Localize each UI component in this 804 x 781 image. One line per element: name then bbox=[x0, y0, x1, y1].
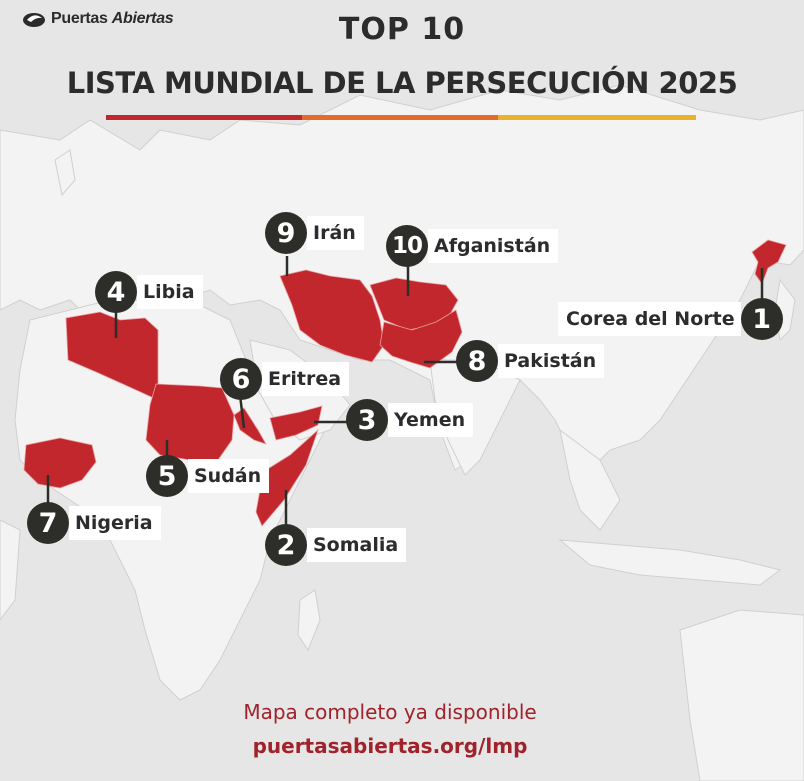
country-label: Libia bbox=[137, 275, 203, 309]
land-southeast-asia bbox=[559, 428, 621, 531]
title-bar-red bbox=[106, 115, 302, 120]
land-australia bbox=[679, 609, 804, 781]
rank-badge: 7 bbox=[27, 502, 69, 544]
land-indonesia bbox=[558, 539, 782, 586]
rank-badge: 4 bbox=[95, 271, 137, 313]
country-label: Sudán bbox=[188, 459, 270, 493]
country-label: Eritrea bbox=[262, 362, 350, 396]
rank-badge: 8 bbox=[456, 340, 498, 382]
rank-badge: 6 bbox=[220, 358, 262, 400]
marker-afghanistan: 10 Afganistán bbox=[386, 225, 559, 267]
country-label: Corea del Norte bbox=[558, 302, 741, 336]
land-americas-edge bbox=[0, 519, 21, 621]
land-africa bbox=[14, 299, 331, 701]
marker-somalia: 2 Somalia bbox=[265, 524, 407, 566]
title-bar-yellow bbox=[498, 115, 696, 120]
country-shape-pakistan bbox=[379, 309, 463, 369]
page-title: LISTA MUNDIAL DE LA PERSECUCIÓN 2025 bbox=[66, 66, 738, 100]
country-shape-somalia bbox=[255, 428, 319, 527]
marker-pakistan: 8 Pakistán bbox=[456, 340, 605, 382]
footer-caption: Mapa completo ya disponible bbox=[243, 700, 537, 724]
title-bar-orange bbox=[302, 115, 498, 120]
marker-nigeria: 7 Nigeria bbox=[27, 502, 161, 544]
marker-iran: 9 Irán bbox=[265, 212, 364, 254]
rank-badge: 2 bbox=[265, 524, 307, 566]
marker-yemen: 3 Yemen bbox=[346, 399, 474, 441]
country-label: Afganistán bbox=[428, 229, 559, 263]
rank-badge: 3 bbox=[346, 399, 388, 441]
country-label: Nigeria bbox=[69, 506, 161, 540]
marker-eritrea: 6 Eritrea bbox=[220, 358, 350, 400]
brand-name: Puertas Abiertas bbox=[51, 10, 174, 27]
dove-icon bbox=[23, 13, 45, 27]
country-shape-nigeria bbox=[23, 437, 97, 489]
leader-line-eritrea bbox=[238, 394, 246, 429]
rank-badge: 9 bbox=[265, 212, 307, 254]
country-label: Yemen bbox=[388, 403, 474, 437]
country-shape-north-korea bbox=[751, 239, 787, 285]
header-top: TOP 10 bbox=[338, 12, 466, 47]
rank-badge: 5 bbox=[146, 455, 188, 497]
country-label: Irán bbox=[307, 216, 364, 250]
marker-libya: 4 Libia bbox=[95, 271, 203, 313]
marker-sudan: 5 Sudán bbox=[146, 455, 270, 497]
land-britain bbox=[54, 149, 76, 197]
country-label: Pakistán bbox=[498, 344, 605, 378]
country-shape-libya bbox=[65, 311, 159, 401]
land-madagascar bbox=[297, 589, 321, 652]
country-shape-yemen bbox=[269, 405, 323, 441]
marker-north-korea: 1 Corea del Norte bbox=[558, 298, 783, 340]
brand-logo: Puertas Abiertas bbox=[22, 10, 174, 28]
footer-link[interactable]: puertasabiertas.org/lmp bbox=[252, 734, 528, 758]
rank-badge: 10 bbox=[386, 225, 428, 267]
country-label: Somalia bbox=[307, 528, 407, 562]
rank-badge: 1 bbox=[740, 298, 783, 340]
